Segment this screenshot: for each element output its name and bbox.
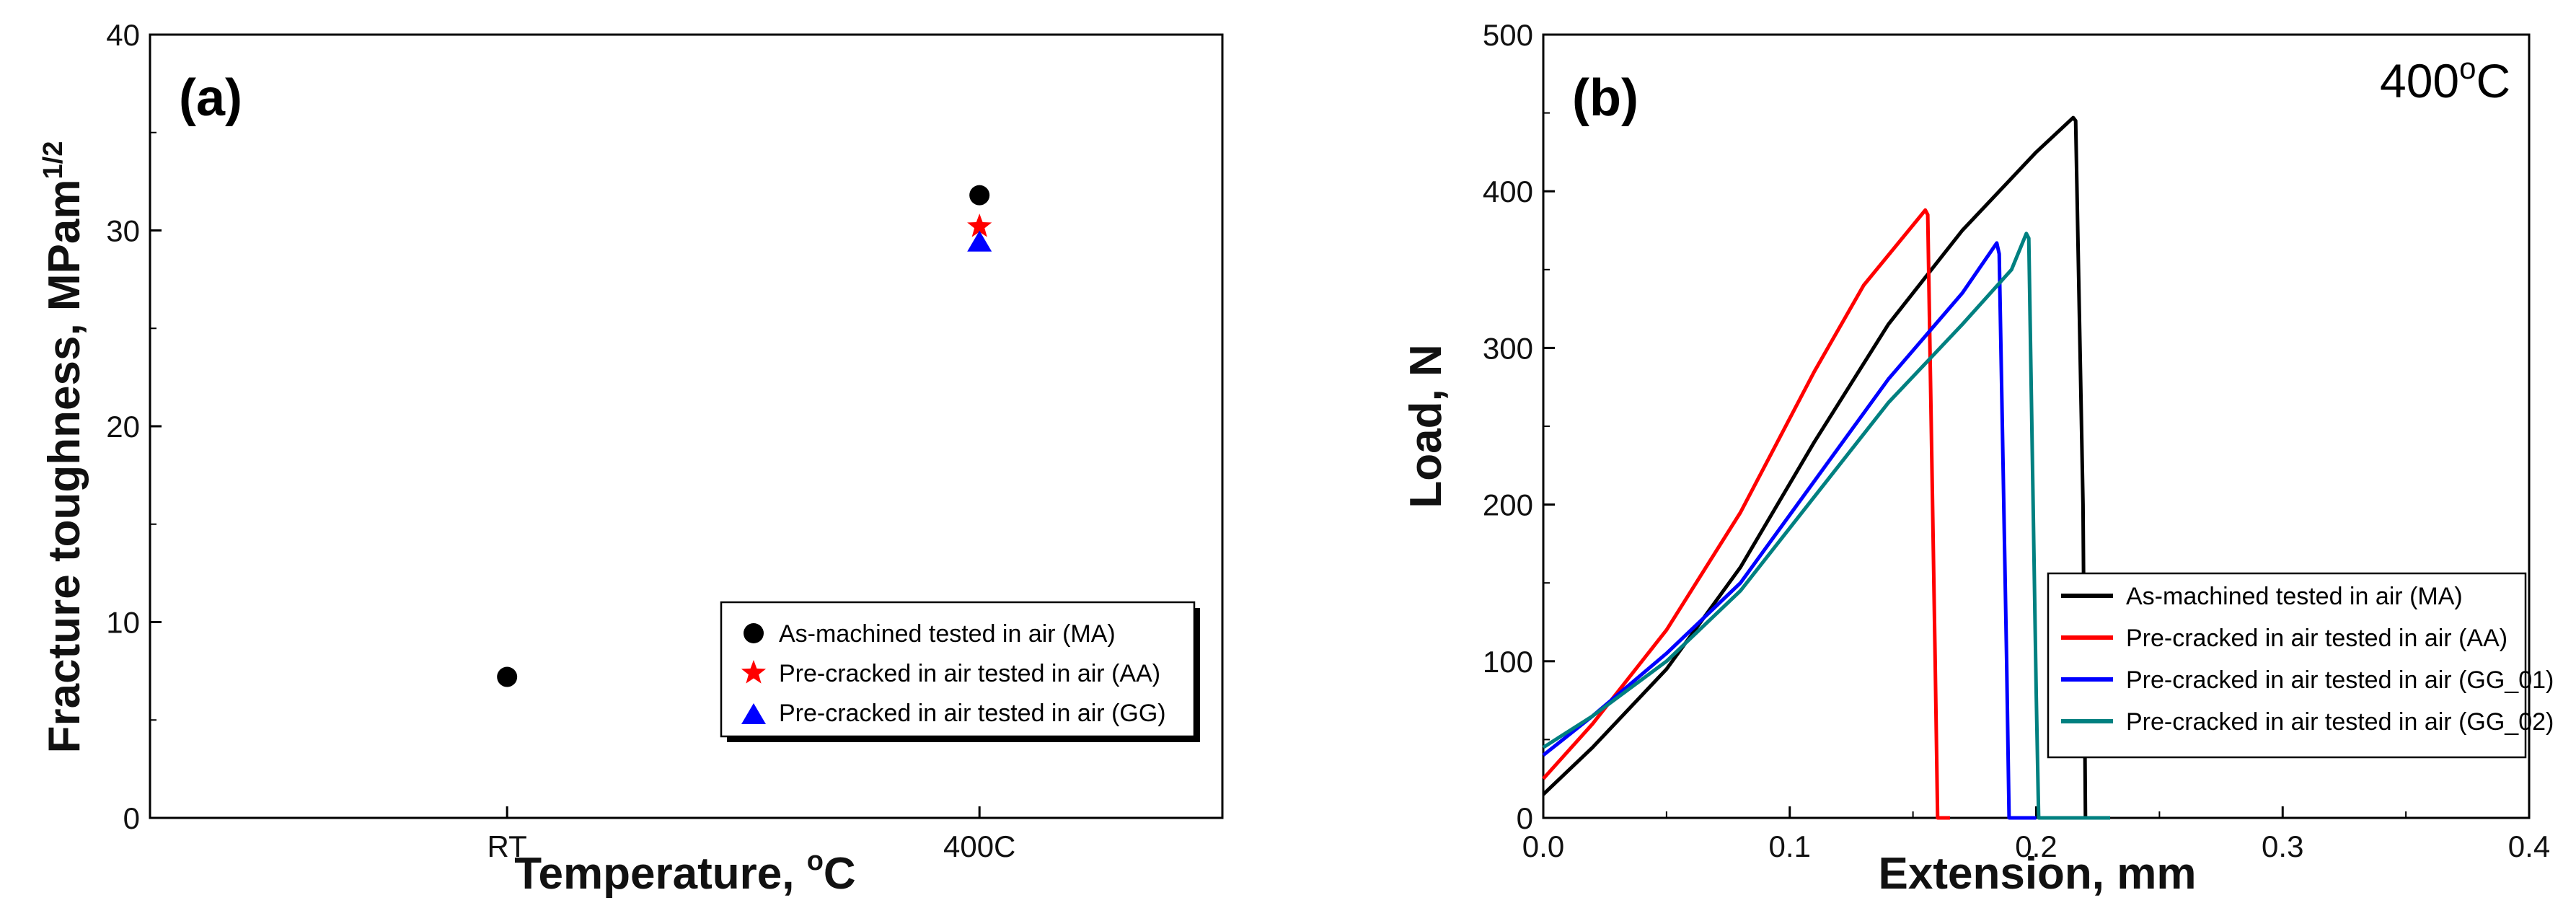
temperature-annotation-sup: o [2459,51,2476,85]
a-y-axis: 0 10 20 30 40 [106,18,162,835]
legend-b-label-gg02: Pre-cracked in air tested in air (GG_02) [2126,708,2554,736]
b-x-tick-label: 0.0 [1522,829,1564,863]
b-x-tick-label: 0.4 [2508,829,2550,863]
legend-a-box [720,601,1196,738]
a-x-axis-title-unit: C [824,849,856,899]
legend-a-marker-aa [741,660,767,684]
series-line-pre-cracked-in-air-tested-in-air-gg-01 [1542,241,2037,820]
legend-a-marker-gg [741,703,766,724]
point-as-machined-tested-in-air-ma-rt [497,666,518,687]
a-data-points [497,185,992,687]
legend-a-item-ma: As-machined tested in air (MA) [744,620,1116,648]
a-x-axis-title-sup: o [807,846,824,876]
legend-a-item-gg: Pre-cracked in air tested in air (GG) [741,700,1166,727]
b-y-tick-label: 300 [1483,331,1533,365]
panel-a: 0 10 20 30 40 RT 400C (a) Fracture toughness,… [38,18,1224,899]
legend-b-item-ma: As-machined tested in air (MA) [2061,583,2463,610]
legend-a-label-ma: As-machined tested in air (MA) [779,620,1116,648]
series-line-as-machined-tested-in-air-ma [1542,115,2110,820]
b-y-tick-label: 0 [1517,801,1533,835]
legend-b-item-aa: Pre-cracked in air tested in air (AA) [2061,625,2507,652]
legend-b-item-gg02: Pre-cracked in air tested in air (GG_02) [2061,708,2554,736]
legend-a-item-aa: Pre-cracked in air tested in air (AA) [741,660,1160,687]
b-y-tick-label: 100 [1483,645,1533,679]
point-pre-cracked-in-air-tested-in-air-aa-400c [967,213,992,237]
a-x-axis-title-main: Temperature, [514,849,806,899]
b-y-axis: 0 100 200 300 400 500 [1483,18,1555,835]
legend-b-label-aa: Pre-cracked in air tested in air (AA) [2126,625,2507,652]
a-x-tick-label-rt: RT [488,829,527,863]
a-y-tick-label: 0 [123,801,140,835]
b-y-tick-label: 500 [1483,18,1533,52]
legend-a-label-aa: Pre-cracked in air tested in air (AA) [779,660,1160,687]
b-x-tick-label: 0.1 [1769,829,1811,863]
panel-label-b: (b) [1572,69,1638,127]
b-y-tick-label: 200 [1483,488,1533,522]
a-x-tick-label-400c: 400C [943,829,1015,863]
legend-b-item-gg01: Pre-cracked in air tested in air (GG_01) [2061,666,2554,694]
a-y-tick-label: 10 [106,606,140,640]
b-x-axis: 0.0 0.1 0.2 0.3 0.4 [1522,806,2550,863]
legend-b-box [2047,572,2527,759]
point-as-machined-tested-in-air-ma-400c [969,185,990,206]
b-y-axis-title: Load, N [1401,344,1451,508]
a-y-tick-label: 40 [106,18,140,52]
temperature-annotation-unit: C [2476,54,2510,107]
point-pre-cracked-in-air-tested-in-air-gg-400c [967,230,992,252]
temperature-annotation-main: 400 [2380,54,2459,107]
b-y-tick-label: 400 [1483,175,1533,208]
legend-b: As-machined tested in air (MA) Pre-crack… [2047,572,2554,759]
a-y-axis-title: Fracture toughness, MPam1/2 [38,141,89,754]
panel-b: 0 100 200 300 400 500 0.0 0.1 0.2 0.3 0.4 (b) 400… [1401,18,2554,899]
temperature-annotation: 400oC [2380,51,2510,107]
b-series-lines [1542,115,2110,820]
legend-a: As-machined tested in air (MA) Pre-crack… [720,601,1200,742]
a-y-axis-title-sup: 1/2 [38,141,69,180]
a-y-tick-label: 30 [106,214,140,248]
a-y-tick-label: 20 [106,410,140,444]
legend-b-label-gg01: Pre-cracked in air tested in air (GG_01) [2126,666,2554,694]
a-x-axis-title: Temperature, oC [514,846,855,899]
legend-b-label-ma: As-machined tested in air (MA) [2126,583,2463,610]
series-line-pre-cracked-in-air-tested-in-air-gg-02 [1542,232,2110,820]
a-y-axis-title-main: Fracture toughness, MPam [40,180,89,754]
panel-label-a: (a) [179,69,242,127]
series-line-pre-cracked-in-air-tested-in-air-aa [1542,208,1950,820]
a-x-axis: RT 400C [488,806,1015,863]
b-x-axis-title: Extension, mm [1879,849,2197,899]
b-x-tick-label: 0.3 [2262,829,2303,863]
legend-a-marker-ma [744,623,764,643]
legend-a-label-gg: Pre-cracked in air tested in air (GG) [779,700,1166,727]
b-x-tick-label: 0.2 [2015,829,2057,863]
